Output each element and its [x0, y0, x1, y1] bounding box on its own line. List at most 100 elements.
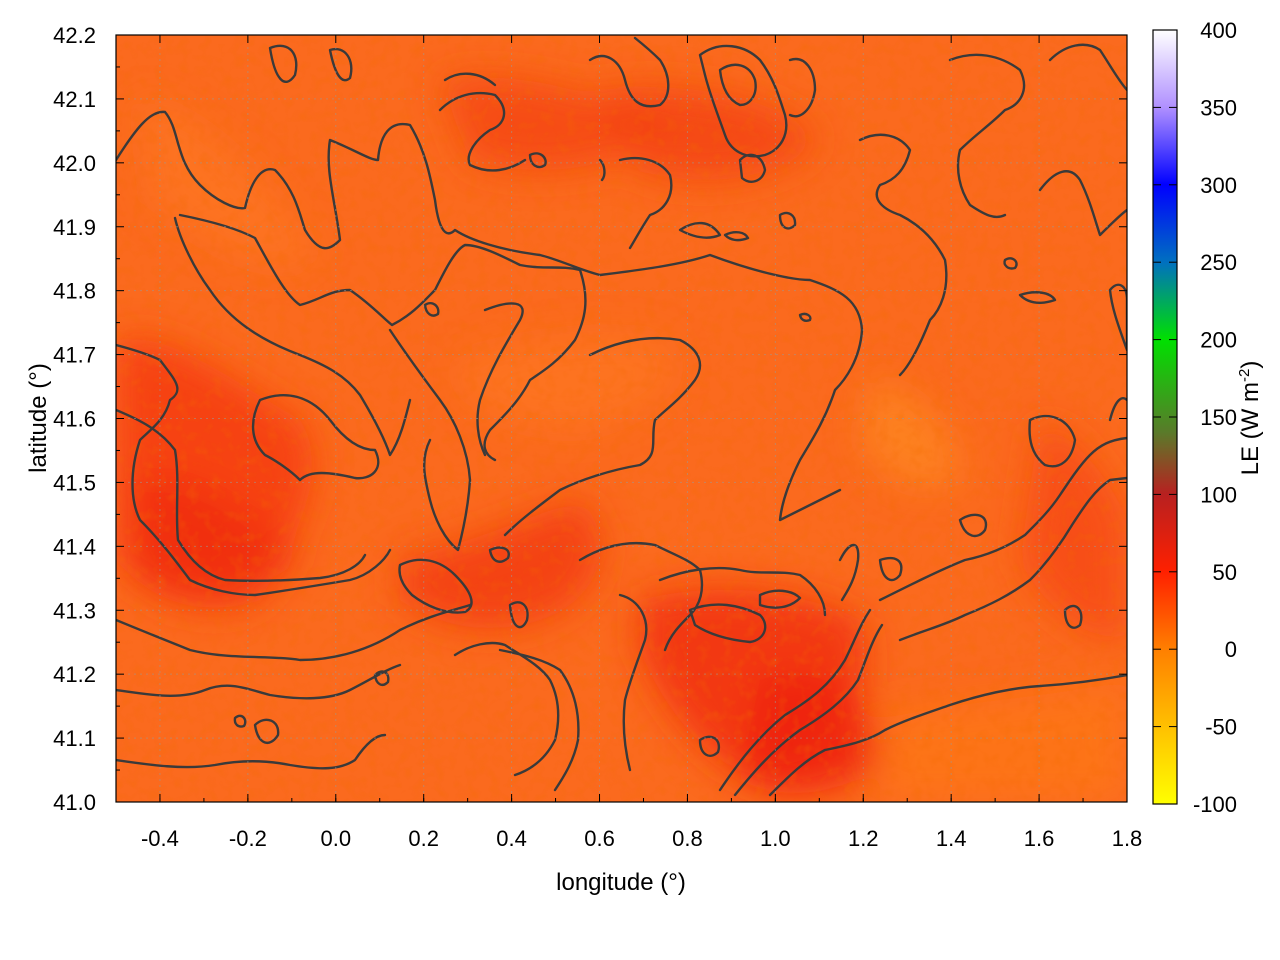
y-tick-label: 41.8	[53, 279, 96, 304]
contour-line	[738, 153, 767, 183]
x-tick-label: 1.2	[848, 826, 879, 851]
contour-line	[798, 312, 812, 322]
x-tick-label: 1.0	[760, 826, 791, 851]
contour-line	[1003, 257, 1018, 270]
y-axis-ticks: 41.0 41.1 41.2 41.3 41.4 41.5 41.6 41.7 41.8 41.9…	[53, 23, 1127, 815]
contour-line	[1108, 397, 1127, 422]
contour-line	[1018, 291, 1057, 304]
x-tick-label: 1.4	[936, 826, 967, 851]
contour-line	[443, 72, 497, 87]
x-tick-label: 1.8	[1112, 826, 1143, 851]
contour-line	[618, 156, 673, 250]
contour-line	[948, 53, 1026, 219]
contour-line	[178, 213, 587, 462]
contour-line	[788, 57, 817, 118]
colorbar-ticks: 400 350 300 250 200 150 100 50 0 -50 -100	[1153, 18, 1237, 817]
contour-line	[116, 663, 402, 700]
y-tick-label: 41.5	[53, 470, 96, 495]
colorbar-title-sup: -2	[1236, 369, 1253, 382]
contour-line	[251, 393, 380, 482]
x-tick-label: -0.2	[229, 826, 267, 851]
x-tick-label: 0.6	[584, 826, 615, 851]
contour-line	[388, 328, 472, 552]
contour-line	[1063, 604, 1083, 629]
y-tick-label: 41.3	[53, 598, 96, 623]
contour-line	[233, 714, 247, 728]
y-tick-label: 41.2	[53, 662, 96, 687]
x-tick-label: 0.0	[320, 826, 351, 851]
contour-line	[723, 230, 750, 242]
y-tick-label: 41.6	[53, 407, 96, 432]
contour-line	[438, 91, 527, 172]
contour-line	[116, 343, 392, 597]
contour-line	[698, 735, 721, 757]
contour-line	[328, 47, 353, 82]
contour-line	[503, 336, 702, 537]
contour-line	[423, 301, 440, 317]
colorbar-tick-label: 300	[1200, 173, 1237, 198]
colorbar-tick-label: -100	[1193, 792, 1237, 817]
x-axis-ticks: -0.4 -0.2 0.0 0.2 0.4 0.6 0.8 1.0 1.2 1.4 1.6 1.8	[115, 35, 1143, 851]
x-tick-label: 0.4	[496, 826, 527, 851]
contour-lines	[116, 36, 1127, 797]
x-tick-label: -0.4	[141, 826, 179, 851]
contour-line	[373, 670, 390, 686]
contour-line	[658, 566, 827, 617]
contour-line	[1038, 170, 1127, 237]
contour-line	[116, 603, 472, 662]
contour-line	[733, 623, 884, 797]
contour-line	[898, 476, 1127, 642]
y-tick-label: 41.4	[53, 534, 96, 559]
colorbar-tick-label: 400	[1200, 18, 1237, 43]
contour-line	[688, 603, 767, 644]
contour-line	[116, 110, 864, 522]
colorbar-tick-label: 250	[1200, 250, 1237, 275]
y-tick-label: 42.1	[53, 87, 96, 112]
colorbar-tick-label: 100	[1200, 482, 1237, 507]
contour-line	[718, 63, 757, 107]
colorbar-title: LE (W m-2)	[1236, 361, 1264, 476]
contour-line	[678, 221, 722, 239]
contour-line	[718, 608, 872, 792]
contour-line	[1048, 43, 1127, 92]
contour-line	[173, 216, 412, 457]
contour-line	[838, 543, 860, 602]
y-tick-label: 41.0	[53, 790, 96, 815]
contour-line	[958, 513, 988, 538]
contour-line	[253, 718, 280, 745]
colorbar-tick-label: 150	[1200, 405, 1237, 430]
contour-line	[878, 556, 903, 582]
contour-line	[398, 558, 473, 614]
contour-line	[1028, 414, 1077, 468]
contour-line	[116, 733, 387, 770]
y-tick-label: 41.7	[53, 343, 96, 368]
y-tick-label: 41.9	[53, 215, 96, 240]
y-axis-title: latitude (°)	[25, 363, 52, 473]
contour-line	[488, 546, 510, 563]
contour-line	[778, 211, 797, 230]
contour-line	[858, 133, 948, 377]
y-tick-label: 42.2	[53, 23, 96, 48]
y-tick-label: 42.0	[53, 151, 96, 176]
colorbar-tick-label: 200	[1200, 328, 1237, 353]
contour-line	[758, 589, 802, 609]
colorbar-tick-label: 350	[1200, 95, 1237, 120]
colorbar-tick-label: -50	[1205, 715, 1237, 740]
x-tick-label: 0.8	[672, 826, 703, 851]
contour-line	[453, 641, 560, 777]
colorbar-tick-label: 50	[1213, 560, 1237, 585]
contour-line	[528, 152, 547, 169]
colorbar-title-end: )	[1237, 361, 1264, 369]
contour-line	[268, 44, 298, 83]
contour-line	[588, 36, 670, 108]
y-tick-label: 41.1	[53, 726, 96, 751]
x-tick-label: 0.2	[408, 826, 439, 851]
contour-line	[598, 158, 606, 182]
contour-line	[1108, 283, 1127, 352]
contour-line	[498, 648, 580, 792]
colorbar-title-main: LE (W m	[1237, 382, 1264, 475]
x-tick-label: 1.6	[1024, 826, 1055, 851]
contour-line	[698, 44, 788, 158]
colorbar-tick-label: 0	[1225, 637, 1237, 662]
